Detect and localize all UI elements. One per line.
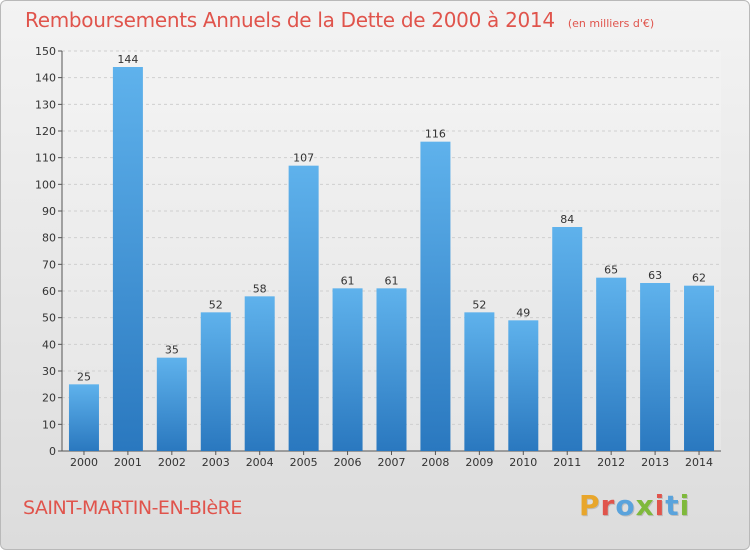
brand-letter: i [654,489,666,522]
value-label-2006: 61 [341,274,355,287]
bar-2000 [68,384,99,451]
value-label-2000: 25 [77,370,91,383]
y-tick-label: 50 [42,312,56,325]
bar-2010 [508,320,539,451]
x-tick-label-2013: 2013 [641,456,669,469]
x-tick-label-2014: 2014 [685,456,713,469]
value-label-2004: 58 [253,282,267,295]
value-label-2003: 52 [209,298,223,311]
x-tick-label-2011: 2011 [553,456,581,469]
y-tick-label: 90 [42,205,56,218]
bar-2008 [420,141,451,451]
x-tick-label-2000: 2000 [70,456,98,469]
bar-2006 [332,288,363,451]
value-label-2014: 62 [692,272,706,285]
value-label-2011: 84 [560,213,574,226]
value-label-2002: 35 [165,344,179,357]
y-tick-label: 130 [35,98,56,111]
y-tick-label: 70 [42,258,56,271]
value-label-2012: 65 [604,264,618,277]
value-label-2007: 61 [385,274,399,287]
x-tick-label-2009: 2009 [465,456,493,469]
chart-title: Remboursements Annuels de la Dette de 20… [25,8,555,32]
bar-2012 [596,277,627,451]
bar-2003 [200,312,231,451]
chart-unit: (en milliers d'€) [567,17,655,30]
bar-2013 [640,283,671,451]
x-tick-label-2006: 2006 [334,456,362,469]
x-tick-label-2004: 2004 [246,456,274,469]
bar-2004 [244,296,275,451]
bar-2005 [288,165,319,451]
value-label-2005: 107 [293,152,314,165]
x-tick-label-2003: 2003 [202,456,230,469]
brand-letter: r [600,489,616,522]
y-tick-label: 40 [42,338,56,351]
bar-2009 [464,312,495,451]
value-label-2013: 63 [648,269,662,282]
bar-2011 [552,227,583,451]
title-row: Remboursements Annuels de la Dette de 20… [25,8,654,32]
x-tick-label-2012: 2012 [597,456,625,469]
bar-2014 [684,285,715,451]
bar-2007 [376,288,407,451]
x-tick-label-2002: 2002 [158,456,186,469]
brand-letter: t [665,489,680,522]
brand-letter: o [615,489,636,522]
x-tick-label-2005: 2005 [290,456,318,469]
brand-letter: i [679,489,691,522]
commune-name: SAINT-MARTIN-EN-BIèRE [23,497,242,519]
x-tick-label-2008: 2008 [421,456,449,469]
y-tick-label: 60 [42,285,56,298]
y-tick-label: 20 [42,392,56,405]
value-label-2008: 116 [425,128,446,141]
y-tick-label: 0 [49,445,56,458]
x-tick-label-2010: 2010 [509,456,537,469]
y-tick-label: 100 [35,178,56,191]
y-tick-label: 110 [35,152,56,165]
x-tick-label-2001: 2001 [114,456,142,469]
y-tick-label: 10 [42,418,56,431]
brand-logo: Proxiti [579,489,690,522]
y-tick-label: 80 [42,232,56,245]
value-label-2009: 52 [472,298,486,311]
bar-2001 [112,67,143,451]
brand-letter: P [579,489,601,522]
x-tick-label-2007: 2007 [378,456,406,469]
y-tick-label: 150 [35,45,56,58]
bar-2002 [156,357,187,451]
value-label-2001: 144 [117,53,138,66]
y-tick-label: 120 [35,125,56,138]
y-tick-label: 140 [35,72,56,85]
value-label-2010: 49 [516,306,530,319]
brand-letter: x [635,489,655,522]
y-tick-label: 30 [42,365,56,378]
